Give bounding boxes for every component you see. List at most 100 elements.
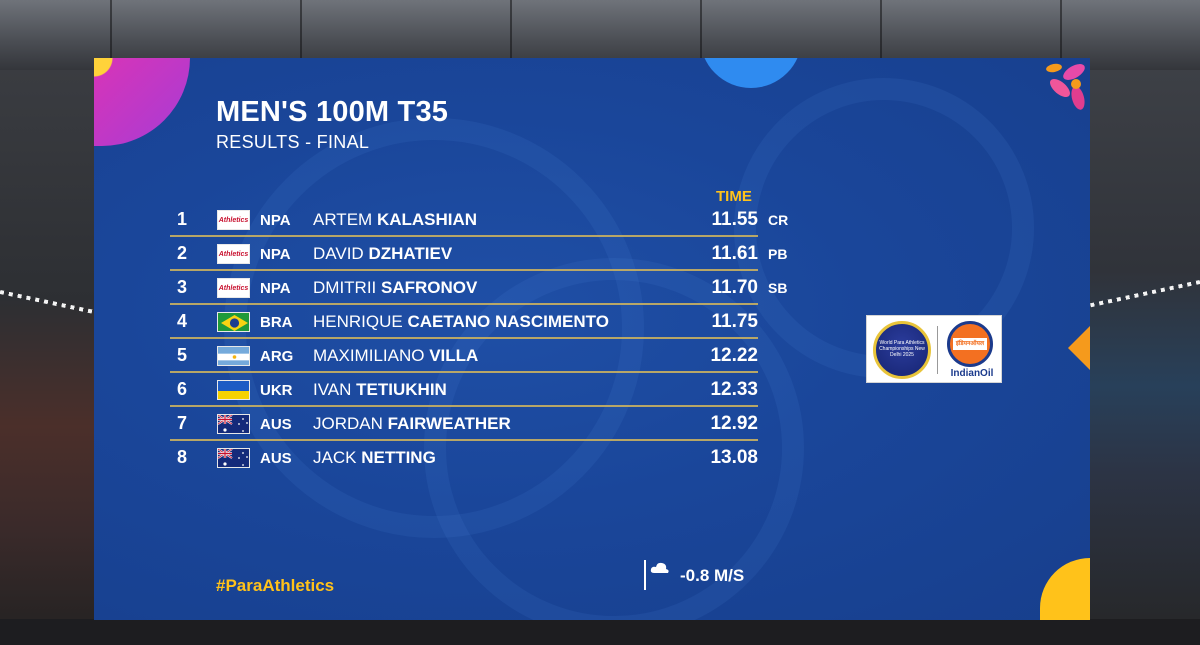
result-time: 11.75 (711, 311, 759, 332)
sponsor-panel: World Para Athletics Championships New D… (866, 315, 1002, 383)
row-divider (170, 269, 758, 271)
npa-flag-label: Athletics (218, 284, 249, 292)
athlete-first-name: JACK (313, 448, 357, 467)
athlete-name: JORDAN FAIRWEATHER (313, 414, 511, 434)
brazil-flag-icon (217, 312, 250, 332)
rank: 6 (177, 379, 188, 399)
result-row: 1 Athletics NPA ARTEM KALASHIAN 11.55 CR (170, 203, 790, 237)
country-code: NPA (260, 280, 291, 297)
stands-right (1088, 70, 1200, 645)
athlete-name: DAVID DZHATIEV (313, 244, 452, 264)
country-code: AUS (260, 416, 292, 433)
result-row: 8 AUS JACK NETTING 13.08 (170, 441, 790, 475)
rank: 2 (177, 243, 188, 263)
row-divider (170, 371, 758, 373)
npa-flag-icon: Athletics (217, 278, 250, 298)
result-time: 12.22 (710, 345, 758, 366)
athlete-last-name: VILLA (429, 346, 479, 365)
country-code: NPA (260, 246, 291, 263)
row-divider (170, 337, 758, 339)
edge-decoration-orange (1068, 326, 1090, 370)
stands-left (0, 70, 95, 645)
corner-decoration-yellow (1040, 558, 1090, 620)
result-time: 12.92 (710, 413, 758, 434)
npa-flag-label: Athletics (218, 216, 249, 224)
athlete-name: JACK NETTING (313, 448, 436, 468)
athlete-name: HENRIQUE CAETANO NASCIMENTO (313, 312, 609, 332)
athlete-first-name: DAVID (313, 244, 364, 263)
corner-decoration-pink (94, 58, 190, 146)
stadium-floor (0, 619, 1200, 645)
ukraine-flag-icon (217, 380, 250, 400)
row-divider (170, 303, 758, 305)
wind-cloud-icon (650, 562, 669, 573)
athlete-first-name: HENRIQUE (313, 312, 403, 331)
result-time: 13.08 (710, 447, 758, 468)
athlete-last-name: FAIRWEATHER (387, 414, 511, 433)
result-time: 12.33 (710, 379, 758, 400)
athlete-first-name: MAXIMILIANO (313, 346, 425, 365)
country-code: AUS (260, 450, 292, 467)
argentina-flag-icon (217, 346, 250, 366)
australia-flag-icon (217, 414, 250, 434)
npa-flag-label: Athletics (218, 250, 249, 258)
rank: 1 (177, 209, 188, 229)
top-decoration-blue (700, 58, 802, 88)
indianoil-band: इंडियनऑयल (953, 338, 987, 350)
athlete-first-name: DMITRII (313, 278, 377, 297)
athlete-name: IVAN TETIUKHIN (313, 380, 447, 400)
country-code: NPA (260, 212, 291, 229)
row-divider (170, 235, 758, 237)
rank: 5 (177, 345, 188, 365)
result-row: 2 Athletics NPA DAVID DZHATIEV 11.61 PB (170, 237, 790, 271)
result-row: 6 UKR IVAN TETIUKHIN 12.33 (170, 373, 790, 407)
country-code: BRA (260, 314, 293, 331)
athlete-last-name: DZHATIEV (368, 244, 453, 263)
rank: 3 (177, 277, 188, 297)
npa-flag-icon: Athletics (217, 210, 250, 230)
australia-flag-icon (217, 448, 250, 468)
event-title: MEN'S 100M T35 (216, 96, 449, 128)
country-code: UKR (260, 382, 293, 399)
result-row: 4 BRA HENRIQUE CAETANO NASCIMENTO 11.75 (170, 305, 790, 339)
athlete-last-name: SAFRONOV (381, 278, 478, 297)
athlete-name: ARTEM KALASHIAN (313, 210, 477, 230)
championship-logo-text: World Para Athletics Championships New D… (879, 340, 925, 358)
result-time: 11.61 (711, 243, 759, 264)
record-badge: SB (768, 280, 788, 296)
row-divider (170, 405, 758, 407)
athlete-name: MAXIMILIANO VILLA (313, 346, 478, 366)
time-column-header: TIME (716, 188, 752, 205)
athlete-name: DMITRII SAFRONOV (313, 278, 477, 298)
result-time: 11.55 (711, 209, 759, 230)
indianoil-wordmark: IndianOil (950, 368, 994, 379)
event-subtitle: RESULTS - FINAL (216, 132, 370, 152)
result-row: 7 AUS JORDAN FAIRWEATHER 12.92 (170, 407, 790, 441)
hashtag: #ParaAthletics (216, 576, 335, 595)
record-badge: CR (768, 212, 789, 228)
results-board: MEN'S 100M T35 RESULTS - FINAL TIME 1 Ath… (94, 58, 1090, 620)
athlete-first-name: ARTEM (313, 210, 373, 229)
rank: 7 (177, 413, 188, 433)
athlete-first-name: IVAN (313, 380, 352, 399)
country-code: ARG (260, 348, 294, 365)
wind-reading: -0.8 M/S (680, 566, 745, 585)
row-divider (170, 439, 758, 441)
athlete-last-name: NETTING (361, 448, 436, 467)
flower-decoration-icon (1046, 63, 1085, 110)
wind-divider (644, 560, 646, 590)
result-row: 5 ARG MAXIMILIANO VILLA 12.22 (170, 339, 790, 373)
result-time: 11.70 (711, 277, 759, 298)
athlete-first-name: JORDAN (313, 414, 383, 433)
rank: 4 (177, 311, 188, 331)
results-table: 1 Athletics NPA ARTEM KALASHIAN 11.55 CR 2 Athl… (170, 203, 790, 475)
record-badge: PB (768, 246, 788, 262)
indianoil-logo: इंडियनऑयल (947, 321, 993, 367)
athlete-last-name: KALASHIAN (376, 210, 478, 229)
championship-logo (873, 321, 931, 379)
sponsor-divider (937, 326, 938, 374)
athlete-last-name: CAETANO NASCIMENTO (407, 312, 609, 331)
rank: 8 (177, 447, 188, 467)
npa-flag-icon: Athletics (217, 244, 250, 264)
